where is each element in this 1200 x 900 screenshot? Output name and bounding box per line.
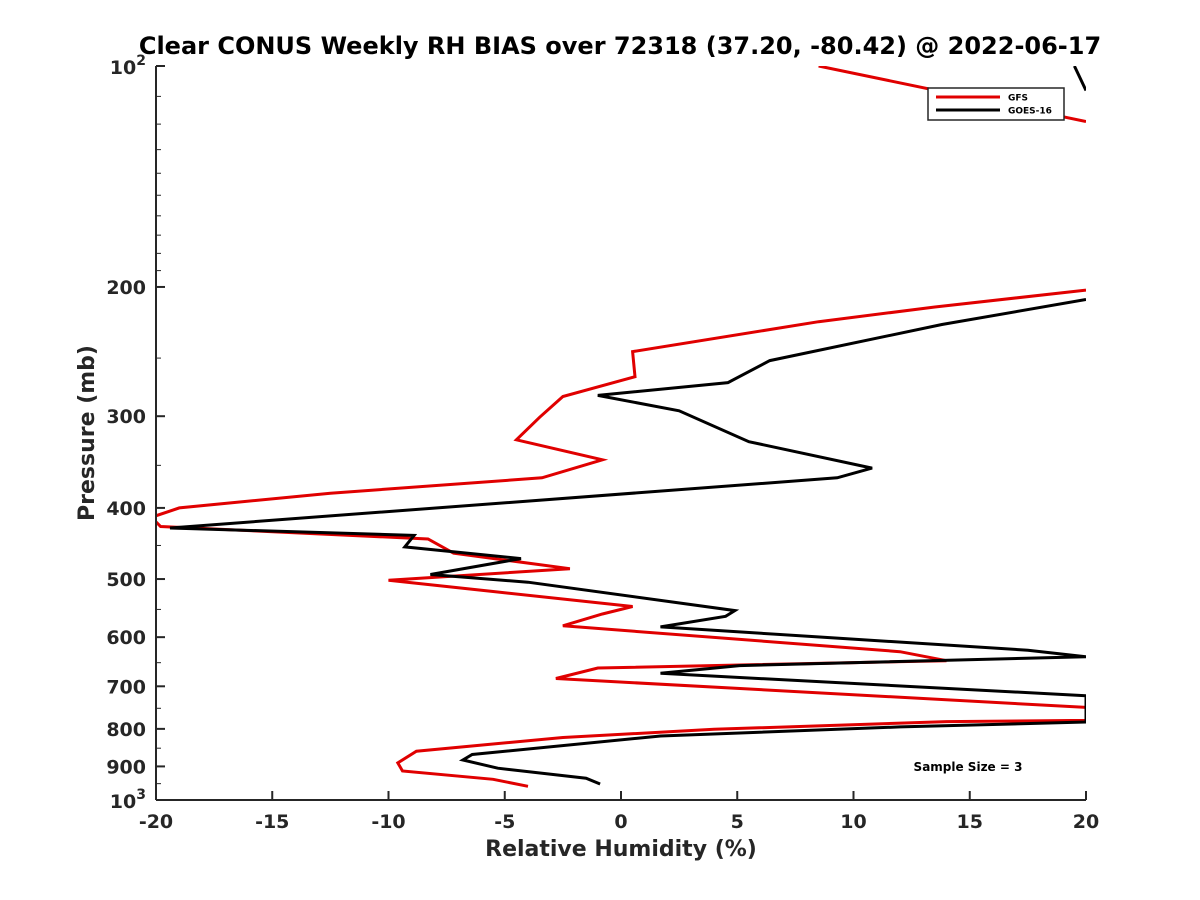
series-gfs	[156, 66, 1086, 788]
x-tick-label: 0	[614, 811, 627, 833]
series-line-goes-16-segment-2	[169, 298, 1086, 786]
plot-area	[156, 66, 1086, 788]
y-tick-label: 600	[106, 627, 146, 649]
x-tick-label: -10	[371, 811, 405, 833]
x-tick-label: 20	[1073, 811, 1099, 833]
x-axis-label: Relative Humidity (%)	[485, 837, 757, 862]
series-line-goes-16-segment-1	[1073, 66, 1086, 92]
x-tick-label: 15	[957, 811, 983, 833]
y-tick-exponent: 2	[136, 53, 146, 69]
y-tick-label: 800	[106, 719, 146, 741]
sample-size-annotation: Sample Size = 3	[914, 760, 1023, 774]
y-tick-label: 400	[106, 498, 146, 520]
y-tick-label: 500	[106, 569, 146, 591]
legend-label-gfs: GFS	[1008, 94, 1028, 104]
y-tick-label: 300	[106, 406, 146, 428]
x-tick-label: 5	[731, 811, 744, 833]
series-line-gfs-segment-2	[156, 288, 1086, 788]
y-tick-base: 10	[110, 57, 136, 79]
y-tick-label: 700	[106, 676, 146, 698]
y-tick-label: 900	[106, 756, 146, 778]
y-tick-exponent: 3	[136, 787, 146, 803]
x-tick-label: -20	[139, 811, 173, 833]
y-tick-label: 102	[110, 53, 146, 79]
y-tick-base: 10	[110, 791, 136, 813]
y-tick-label: 103	[110, 787, 146, 813]
y-tick-label: 200	[106, 277, 146, 299]
legend-label-goes-16: GOES-16	[1008, 107, 1052, 117]
legend-box	[927, 87, 1065, 121]
x-tick-label: -5	[494, 811, 515, 833]
x-tick-label: -15	[255, 811, 289, 833]
y-axis-label: Pressure (mb)	[75, 345, 100, 521]
chart-title: Clear CONUS Weekly RH BIAS over 72318 (3…	[139, 32, 1101, 60]
x-tick-label: 10	[840, 811, 866, 833]
legend: GFS GOES-16	[927, 87, 1065, 121]
series-goes-16	[169, 66, 1086, 786]
axes: -20 -15 -10 -5 0 5 10 15 20 200 300 400 500 600 700 800…	[106, 53, 1099, 833]
